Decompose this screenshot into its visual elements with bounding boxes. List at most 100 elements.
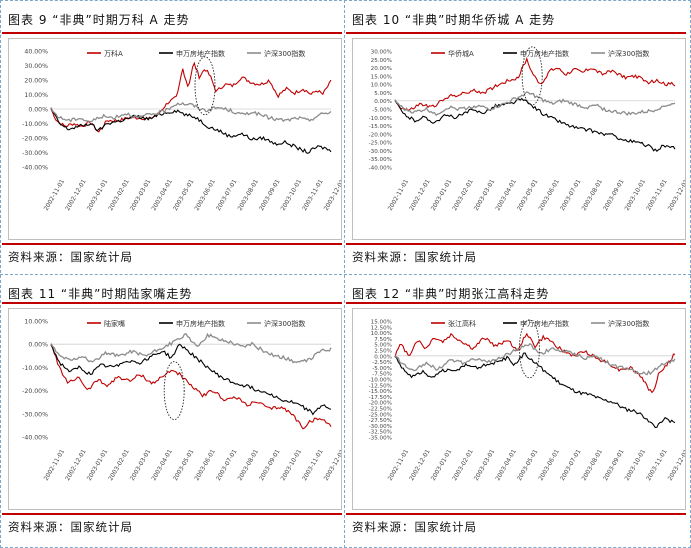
figure-title: 图表 10 “非典”时期华侨城 A 走势	[352, 13, 556, 27]
y-tick-label: 10.00%	[24, 92, 48, 99]
x-tick-label: 2003-12-01	[667, 448, 685, 482]
highlight-ellipse	[521, 46, 543, 106]
x-tick-label: 2003-03-01	[473, 178, 497, 212]
legend-label: 申万房地产指数	[520, 49, 569, 58]
x-tick-label: 2003-09-01	[258, 178, 282, 212]
highlight-ellipse	[194, 56, 216, 116]
line-chart: 40.00% 30.00% 20.00% 10.00% 0.00% -10.00% -20.…	[22, 49, 346, 213]
legend-label: 华侨城A	[448, 49, 474, 58]
figure-panel-11: 图表 11 “非典”时期陆家嘴走势 10.00% 0.00% -10.00% -20.…	[2, 276, 346, 545]
source-rule	[2, 243, 342, 245]
series-line	[394, 91, 676, 117]
series-line	[50, 332, 332, 364]
x-tick-label: 2003-09-01	[258, 448, 282, 482]
y-tick-label: -32.50%	[369, 430, 392, 436]
chart-box: 40.00% 30.00% 20.00% 10.00% 0.00% -10.00% -20.…	[8, 38, 346, 240]
x-tick-label: 2002-11-01	[387, 178, 411, 212]
line-chart: 10.00% 0.00% -10.00% -20.00% -30.00% -40.00% 2…	[22, 319, 346, 483]
legend-label: 张江高科	[448, 319, 476, 328]
y-tick-label: -15.00%	[369, 389, 392, 395]
legend-label: 申万房地产指数	[520, 319, 569, 328]
title-rule	[346, 32, 686, 34]
y-tick-label: -20.00%	[22, 388, 48, 395]
x-tick-label: 2003-01-01	[430, 178, 454, 212]
x-tick-label: 2003-06-01	[193, 178, 217, 212]
y-tick-label: 7.50%	[374, 337, 392, 343]
y-tick-label: -30.00%	[369, 424, 392, 430]
x-tick-label: 2003-08-01	[237, 178, 261, 212]
x-tick-label: 2003-11-01	[301, 178, 325, 212]
y-tick-label: -5.00%	[372, 366, 392, 372]
series-line	[394, 56, 676, 111]
x-tick-label: 2003-07-01	[215, 178, 239, 212]
series-line	[50, 61, 332, 133]
x-tick-label: 2003-07-01	[559, 178, 583, 212]
x-tick-label: 2003-03-01	[129, 448, 153, 482]
source-rule	[346, 513, 686, 515]
x-tick-label: 2003-10-01	[280, 178, 304, 212]
x-tick-label: 2003-10-01	[624, 448, 648, 482]
x-tick-label: 2003-08-01	[581, 178, 605, 212]
x-tick-label: 2003-05-01	[172, 448, 196, 482]
legend-label: 申万房地产指数	[176, 319, 225, 328]
chart-box: 10.00% 0.00% -10.00% -20.00% -30.00% -40.00% 2…	[8, 308, 346, 510]
x-tick-label: 2003-10-01	[624, 178, 648, 212]
figure-title: 图表 11 “非典”时期陆家嘴走势	[8, 287, 193, 301]
legend-label: 申万房地产指数	[176, 49, 225, 58]
y-tick-label: 10.00%	[371, 83, 392, 89]
source-note: 资料来源：国家统计局	[8, 250, 133, 264]
x-tick-label: 2003-05-01	[172, 178, 196, 212]
y-tick-label: 40.00%	[24, 49, 48, 56]
x-tick-label: 2003-11-01	[645, 178, 669, 212]
x-tick-label: 2003-12-01	[323, 178, 341, 212]
y-tick-label: 15.00%	[371, 320, 392, 326]
x-tick-label: 2003-05-01	[516, 448, 540, 482]
y-tick-label: 10.00%	[371, 331, 392, 337]
highlight-ellipse	[518, 319, 540, 379]
y-tick-label: -2.50%	[372, 360, 392, 366]
series-line	[394, 352, 676, 429]
x-tick-label: 2003-01-01	[86, 178, 110, 212]
y-tick-label: 30.00%	[24, 63, 48, 70]
x-tick-label: 2002-11-01	[43, 448, 67, 482]
x-tick-label: 2002-11-01	[43, 178, 67, 212]
y-tick-label: -35.00%	[369, 157, 392, 163]
series-line	[50, 107, 332, 154]
figure-panel-10: 图表 10 “非典”时期华侨城 A 走势 30.00% 25.00% 20.00% 1…	[346, 2, 690, 271]
y-tick-label: -25.00%	[369, 141, 392, 147]
figure-panel-9: 图表 9 “非典”时期万科 A 走势 40.00% 30.00% 20.00% 10.…	[2, 2, 346, 271]
y-tick-label: 12.50%	[371, 325, 392, 331]
y-tick-label: -30.00%	[22, 411, 48, 418]
x-tick-label: 2002-12-01	[64, 448, 88, 482]
y-tick-label: 5.00%	[374, 343, 392, 349]
x-tick-label: 2003-03-01	[129, 178, 153, 212]
series-line	[394, 97, 676, 152]
x-tick-label: 2003-08-01	[581, 448, 605, 482]
y-tick-label: 0.00%	[28, 107, 48, 114]
x-tick-label: 2003-11-01	[645, 448, 669, 482]
x-tick-label: 2002-12-01	[408, 178, 432, 212]
row-divider	[0, 274, 691, 275]
highlight-ellipse	[163, 361, 185, 421]
x-tick-label: 2003-07-01	[215, 448, 239, 482]
y-tick-label: -17.50%	[369, 395, 392, 401]
source-rule	[346, 243, 686, 245]
y-tick-label: 5.00%	[374, 91, 392, 97]
y-tick-label: 20.00%	[371, 66, 392, 72]
x-tick-label: 2003-02-01	[107, 178, 131, 212]
source-note: 资料来源：国家统计局	[352, 520, 477, 534]
y-tick-label: -20.00%	[369, 132, 392, 138]
legend-label: 沪深300指数	[608, 319, 649, 328]
x-tick-label: 2003-12-01	[667, 178, 685, 212]
x-tick-label: 2003-02-01	[107, 448, 131, 482]
x-tick-label: 2003-02-01	[451, 448, 475, 482]
x-tick-label: 2003-01-01	[86, 448, 110, 482]
y-tick-label: -20.00%	[369, 401, 392, 407]
title-rule	[346, 302, 686, 304]
x-tick-label: 2003-10-01	[280, 448, 304, 482]
y-tick-label: 30.00%	[371, 50, 392, 56]
legend-label: 沪深300指数	[264, 49, 305, 58]
x-tick-label: 2003-01-01	[430, 448, 454, 482]
y-tick-label: -20.00%	[22, 136, 48, 143]
y-tick-label: 0.00%	[374, 354, 392, 360]
